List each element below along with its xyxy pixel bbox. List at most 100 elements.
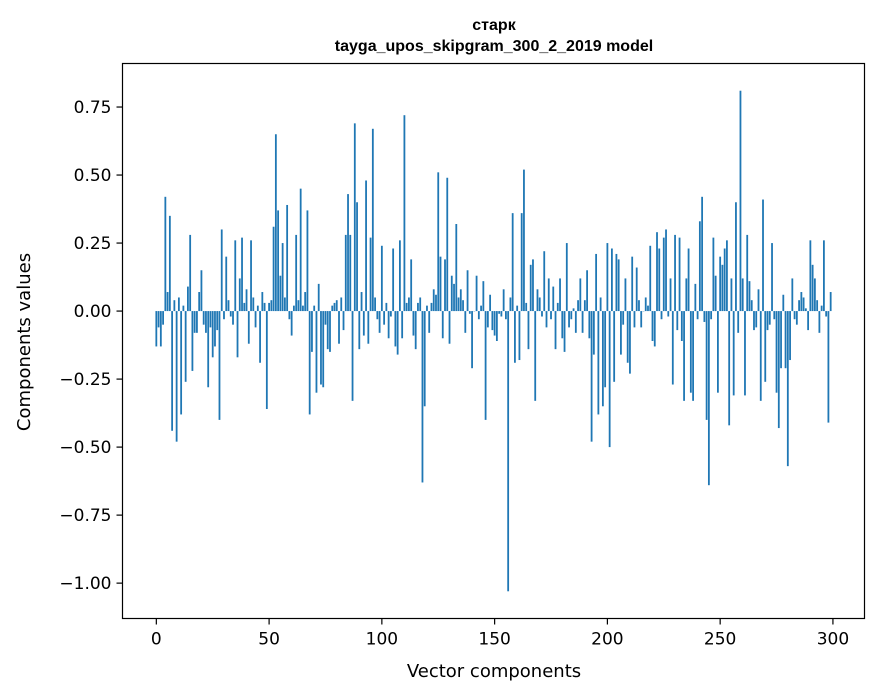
bar <box>498 311 501 314</box>
bar <box>590 311 593 442</box>
bar <box>649 245 652 312</box>
bar <box>629 311 631 374</box>
x-tick-label: 0 <box>151 630 162 650</box>
bar <box>241 237 243 312</box>
bar <box>389 311 392 317</box>
bar <box>376 311 379 320</box>
bar <box>209 311 212 328</box>
bar <box>800 292 803 312</box>
bar <box>428 311 431 333</box>
bar <box>198 292 201 312</box>
bar <box>816 300 819 312</box>
bar <box>175 311 178 442</box>
bar <box>164 196 167 312</box>
bar <box>735 202 737 312</box>
bar <box>509 297 512 312</box>
chart-title: старк <box>472 17 516 34</box>
bar <box>780 311 782 369</box>
bar <box>728 311 731 426</box>
bars-group <box>155 90 832 592</box>
bar <box>349 234 352 312</box>
bar <box>333 302 336 312</box>
bar <box>495 311 498 341</box>
bar <box>417 302 419 312</box>
bar <box>527 311 530 350</box>
bar <box>439 256 442 312</box>
bar <box>500 311 503 317</box>
bar <box>489 294 492 312</box>
bar <box>279 275 282 312</box>
bar <box>701 196 704 312</box>
bar <box>320 311 322 385</box>
bar <box>168 215 171 312</box>
y-axis-label: Components values <box>14 253 35 431</box>
bar <box>365 180 367 312</box>
bar <box>703 311 706 322</box>
bar <box>189 234 192 312</box>
y-tick-label: −1.00 <box>59 574 111 594</box>
bar <box>795 311 798 325</box>
bar <box>791 278 794 312</box>
x-tick-label: 50 <box>258 630 280 650</box>
bar <box>223 311 225 320</box>
bar <box>306 210 309 312</box>
bar <box>529 264 532 312</box>
bar <box>486 311 489 328</box>
bar <box>662 237 665 312</box>
bar <box>572 308 575 312</box>
bar <box>493 311 496 336</box>
x-axis-ticks: 0 50 100 150 200 250 300 <box>151 618 849 650</box>
bar <box>737 311 740 333</box>
bar <box>193 311 196 333</box>
bar <box>374 297 376 312</box>
bar <box>771 243 773 312</box>
bar <box>326 311 329 350</box>
bar <box>766 311 769 331</box>
bar <box>468 311 471 314</box>
x-axis-label: Vector components <box>407 661 581 682</box>
bar <box>315 311 318 393</box>
bar <box>635 267 638 312</box>
bar <box>565 243 568 312</box>
bar <box>484 311 487 420</box>
bar <box>277 210 280 312</box>
bar <box>518 311 521 361</box>
bar <box>613 311 616 382</box>
bar <box>656 232 658 312</box>
bar <box>286 204 289 312</box>
bar <box>207 311 210 388</box>
bar <box>541 311 543 317</box>
bar <box>358 311 361 350</box>
bar <box>408 297 410 312</box>
bar <box>335 300 338 312</box>
bar <box>633 311 636 328</box>
bar <box>281 243 284 312</box>
bar <box>687 248 690 312</box>
bar <box>234 240 237 312</box>
bar <box>250 240 252 312</box>
bar <box>371 128 374 312</box>
bar <box>232 311 234 325</box>
bar <box>414 311 417 350</box>
bar <box>606 243 609 312</box>
bar <box>419 297 422 312</box>
bar <box>611 248 613 312</box>
bar <box>238 278 241 312</box>
bar <box>520 213 523 312</box>
bar <box>360 292 363 312</box>
bar <box>807 311 810 331</box>
bar <box>471 311 473 369</box>
bar <box>674 234 676 312</box>
bar <box>187 286 189 312</box>
bar <box>660 311 663 320</box>
bar <box>626 311 629 363</box>
bar <box>196 311 198 333</box>
bar <box>710 311 713 320</box>
bar <box>444 259 446 312</box>
bar <box>218 311 221 420</box>
bar <box>347 194 349 312</box>
bar <box>678 237 681 312</box>
bar <box>268 302 270 312</box>
bar <box>757 289 760 312</box>
bar <box>216 311 219 331</box>
